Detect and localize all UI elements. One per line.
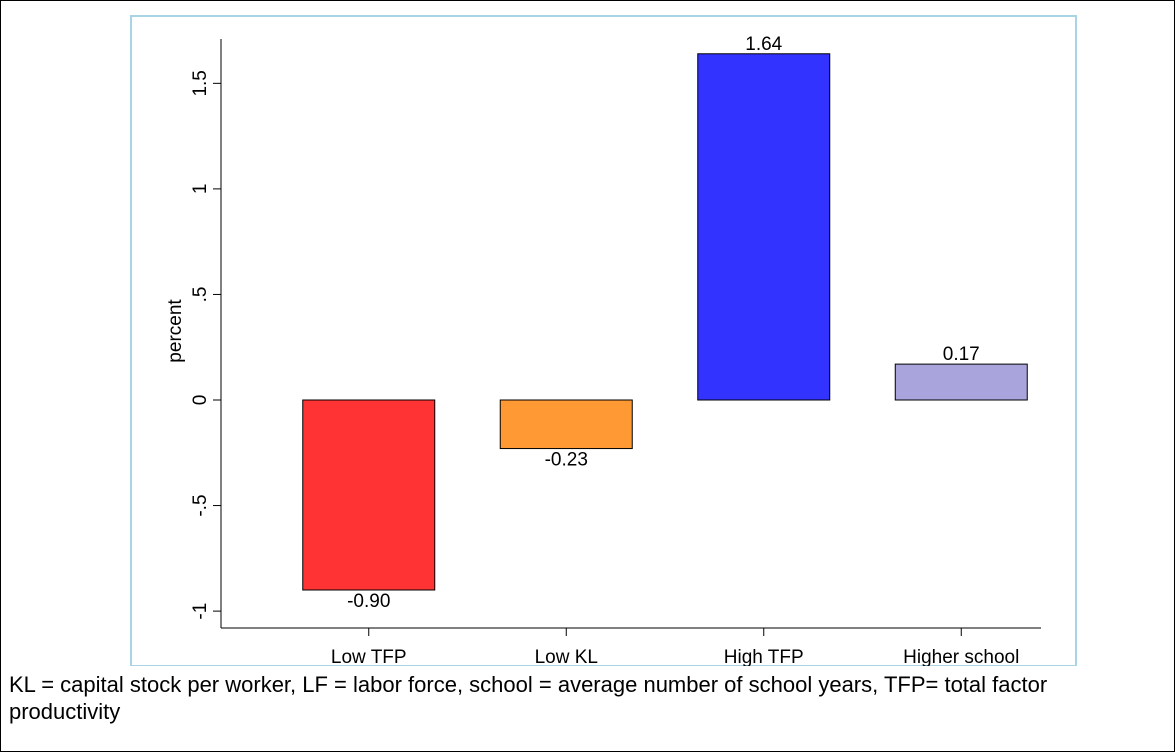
bar	[302, 399, 436, 591]
x-tick-label: High TFP	[724, 647, 804, 666]
y-tick-label: 1.5	[190, 70, 211, 96]
value-label: 0.17	[943, 344, 980, 365]
value-label: -0.23	[545, 450, 588, 471]
y-tick-label: 1	[190, 184, 211, 195]
bar	[697, 53, 831, 401]
y-axis-label: percent	[165, 299, 186, 363]
y-tick-label: .5	[190, 287, 211, 303]
value-label: 1.64	[745, 34, 782, 55]
chart-frame	[130, 15, 1077, 667]
bar	[499, 399, 633, 450]
y-tick-label: 0	[190, 395, 211, 406]
y-tick-label: -.5	[190, 494, 211, 516]
x-tick-label: Low TFP	[331, 647, 407, 666]
chart: percent -1 -.5 0 .5 1 1.5 Low TFP -0.90 Low KL -0…	[130, 15, 1077, 668]
bar	[894, 363, 1028, 401]
y-tick-label: -1	[190, 603, 211, 620]
note: KL = capital stock per worker, LF = labo…	[9, 672, 1048, 724]
value-label: -0.90	[347, 591, 390, 612]
x-tick-label: Higher school	[903, 647, 1019, 666]
x-tick-label: Low KL	[535, 647, 598, 666]
